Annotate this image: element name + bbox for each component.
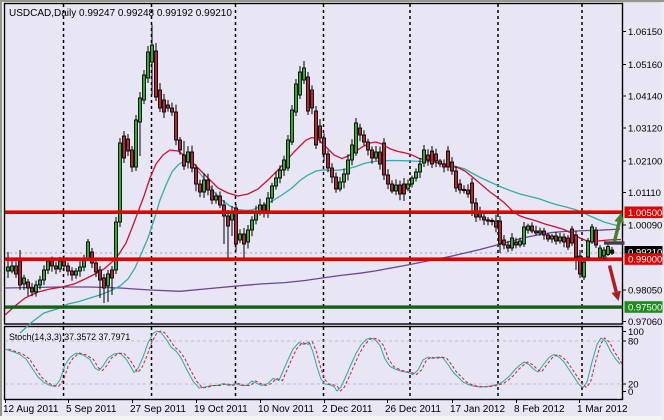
svg-text:1.03120: 1.03120: [628, 124, 662, 135]
svg-text:1.00090: 1.00090: [628, 221, 662, 232]
svg-text:5 Sep 2011: 5 Sep 2011: [66, 404, 117, 415]
svg-text:26 Dec 2011: 26 Dec 2011: [385, 404, 441, 415]
svg-text:12 Aug 2011: 12 Aug 2011: [3, 404, 59, 415]
svg-text:1.02100: 1.02100: [628, 157, 662, 168]
svg-text:1.04140: 1.04140: [628, 92, 662, 103]
svg-text:0.99210: 0.99210: [628, 247, 662, 258]
svg-text:10 Nov 2011: 10 Nov 2011: [258, 404, 314, 415]
svg-text:0: 0: [628, 387, 633, 398]
svg-text:19 Oct 2011: 19 Oct 2011: [194, 404, 248, 415]
svg-text:8 Feb 2012: 8 Feb 2012: [514, 404, 565, 415]
svg-text:20: 20: [628, 380, 639, 391]
svg-text:27 Sep 2011: 27 Sep 2011: [130, 404, 186, 415]
svg-text:1.01110: 1.01110: [628, 188, 661, 199]
svg-text:0.97060: 0.97060: [628, 317, 662, 328]
svg-text:USDCAD,Daily 0.99247 0.99248: USDCAD,Daily 0.99247 0.99248 0.99192 0.9…: [9, 8, 232, 19]
svg-text:Stoch(14,3,3) 37.3572 37.7971: Stoch(14,3,3) 37.3572 37.7971: [9, 332, 130, 342]
svg-text:0.99000: 0.99000: [628, 255, 662, 266]
svg-text:0.98050: 0.98050: [628, 286, 662, 297]
svg-text:2 Dec 2011: 2 Dec 2011: [322, 404, 373, 415]
svg-text:1.05160: 1.05160: [628, 60, 662, 71]
svg-text:80: 80: [628, 337, 639, 348]
svg-text:0.97500: 0.97500: [628, 303, 662, 314]
svg-text:1.00500: 1.00500: [628, 208, 662, 219]
svg-text:100: 100: [628, 327, 644, 338]
svg-text:17 Jan 2012: 17 Jan 2012: [450, 404, 505, 415]
svg-text:1 Mar 2012: 1 Mar 2012: [577, 404, 628, 415]
svg-text:1.06150: 1.06150: [628, 27, 662, 38]
